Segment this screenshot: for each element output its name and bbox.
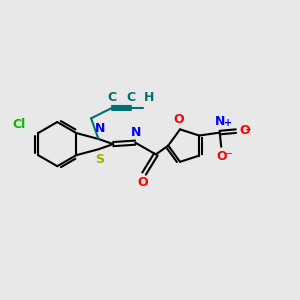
Text: S: S — [95, 153, 104, 166]
Text: ⁻: ⁻ — [225, 150, 231, 163]
Text: O: O — [173, 113, 184, 126]
Text: ⁻: ⁻ — [244, 126, 251, 139]
Text: N: N — [131, 126, 142, 139]
Text: Cl: Cl — [12, 118, 25, 131]
Text: C: C — [126, 91, 135, 103]
Text: N: N — [214, 116, 225, 128]
Text: N: N — [95, 122, 105, 135]
Text: O: O — [240, 124, 250, 137]
Text: +: + — [224, 118, 232, 128]
Text: C: C — [107, 91, 116, 103]
Text: O: O — [137, 176, 148, 190]
Text: H: H — [144, 91, 154, 104]
Text: O: O — [216, 150, 226, 163]
